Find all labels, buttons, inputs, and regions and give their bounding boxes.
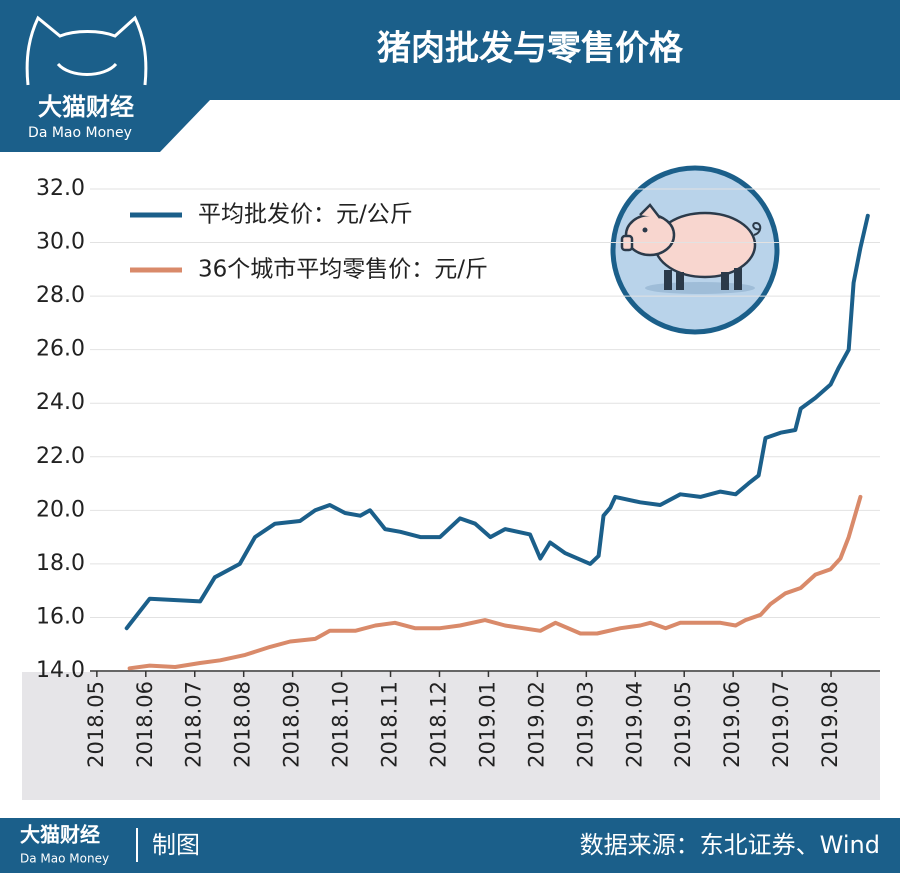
x-tick-label: 2019.05 — [671, 681, 695, 768]
footer-band — [0, 818, 900, 873]
logo-text: 大猫财经 — [38, 93, 134, 121]
y-tick-label: 22.0 — [36, 444, 85, 469]
x-tick-label: 2018.05 — [84, 681, 108, 768]
y-tick-label: 20.0 — [36, 497, 85, 522]
x-tick-label: 2019.03 — [573, 681, 597, 768]
series-line — [124, 213, 870, 631]
footer-source: 数据来源：东北证券、Wind — [580, 831, 880, 859]
y-tick-label: 30.0 — [36, 230, 85, 255]
y-tick-label: 28.0 — [36, 283, 85, 308]
footer-credit: 制图 — [152, 831, 200, 859]
y-tick-label: 32.0 — [36, 176, 85, 201]
footer-logo: 大猫财经 — [20, 823, 100, 847]
x-tick-label: 2019.02 — [524, 681, 548, 768]
logo-subtext: Da Mao Money — [28, 125, 132, 141]
x-tick-label: 2018.10 — [329, 681, 353, 768]
y-tick-label: 14.0 — [36, 658, 85, 683]
y-tick-label: 16.0 — [36, 604, 85, 629]
chart-title: 猪肉批发与零售价格 — [377, 29, 684, 69]
x-tick-label: 2018.07 — [182, 681, 206, 768]
series-line — [127, 494, 863, 671]
pig-icon — [610, 165, 780, 335]
y-tick-label: 26.0 — [36, 337, 85, 362]
x-tick-label: 2018.08 — [231, 681, 255, 768]
y-tick-label: 18.0 — [36, 551, 85, 576]
x-tick-label: 2018.11 — [378, 681, 402, 768]
footer-logo-sub: Da Mao Money — [20, 852, 109, 866]
x-tick-label: 2019.08 — [818, 681, 842, 768]
x-tick-label: 2019.07 — [769, 681, 793, 768]
logo-cat — [25, 15, 148, 86]
x-tick-label: 2018.06 — [133, 681, 157, 768]
legend-label: 平均批发价：元/公斤 — [198, 202, 413, 228]
x-tick-label: 2018.09 — [280, 681, 304, 768]
legend-label: 36个城市平均零售价：元/斤 — [198, 257, 488, 283]
y-tick-label: 24.0 — [36, 390, 85, 415]
x-tick-label: 2019.04 — [622, 681, 646, 768]
x-tick-label: 2019.01 — [475, 681, 499, 768]
x-tick-label: 2019.06 — [720, 681, 744, 768]
x-tick-label: 2018.12 — [426, 681, 450, 768]
header-band — [0, 0, 900, 152]
x-axis-band — [22, 672, 880, 800]
